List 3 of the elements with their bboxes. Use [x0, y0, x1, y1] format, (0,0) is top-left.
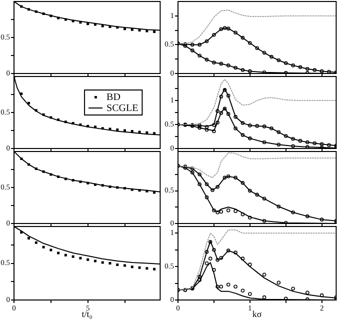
legend-label: BD: [106, 92, 120, 104]
legend-label: SCGLE: [106, 103, 138, 114]
x-axis-title: kσ: [252, 308, 262, 319]
